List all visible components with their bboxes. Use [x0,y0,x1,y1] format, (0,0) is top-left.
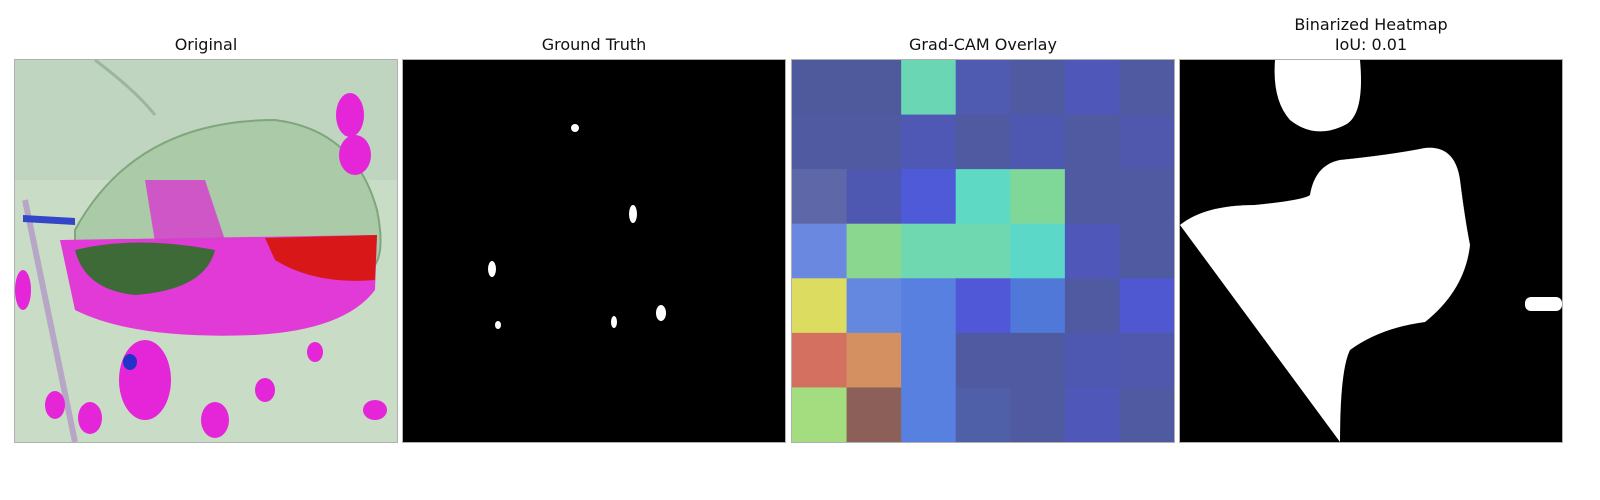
gradcam-cell [901,332,957,388]
gradcam-cell [955,223,1011,279]
gradcam-cell [955,387,1011,442]
gradcam-cell [1119,60,1174,116]
panel-title-binarized: Binarized Heatmap IoU: 0.01 [1179,10,1563,55]
gradcam-cell [846,60,902,116]
ground-truth-drawing [403,60,785,442]
gradcam-cell [1064,60,1120,116]
gradcam-cell [955,169,1011,225]
gradcam-cell [901,60,957,116]
panel-title-text: Original [174,35,238,54]
gradcam-cell [1119,278,1174,334]
gradcam-cell [901,114,957,170]
panel-title-original: Original [14,10,398,55]
gradcam-cell [792,387,848,442]
gradcam-cell [1064,169,1120,225]
gradcam-cell [846,114,902,170]
gradcam-cell [792,278,848,334]
gradcam-cell [1119,114,1174,170]
gradcam-cell [792,114,848,170]
panel-title-ground-truth: Ground Truth [402,10,786,55]
ground-truth-mask [402,59,786,443]
gradcam-cell [1010,60,1066,116]
gradcam-cell [1119,223,1174,279]
gradcam-cell [901,169,957,225]
gradcam-cell [901,278,957,334]
gradcam-cell [955,60,1011,116]
gradcam-cell [1119,332,1174,388]
gradcam-cell [1064,387,1120,442]
original-image [14,59,398,443]
original-image-drawing [15,60,397,442]
gradcam-cell [1010,223,1066,279]
gradcam-cell [1119,169,1174,225]
gradcam-cell [1010,332,1066,388]
gradcam-cell [1064,332,1120,388]
gradcam-cell [901,223,957,279]
gradcam-cell [955,332,1011,388]
gradcam-grid [792,60,1174,442]
gradcam-cell [792,223,848,279]
gradcam-cell [846,387,902,442]
gradcam-overlay [791,59,1175,443]
gradcam-cell [1010,387,1066,442]
gradcam-cell [1010,169,1066,225]
gradcam-cell [1119,387,1174,442]
gradcam-cell [846,223,902,279]
panel-title-gradcam: Grad-CAM Overlay [791,10,1175,55]
gradcam-cell [1064,114,1120,170]
gradcam-cell [1010,278,1066,334]
gradcam-cell [846,332,902,388]
gradcam-cell [1010,114,1066,170]
gradcam-cell [792,332,848,388]
gradcam-cell [955,278,1011,334]
gradcam-cell [792,60,848,116]
panel-title-text: Binarized Heatmap [1294,15,1448,34]
panel-title-text: Grad-CAM Overlay [909,35,1057,54]
gradcam-cell [1064,223,1120,279]
gradcam-cell [792,169,848,225]
gradcam-cell [1064,278,1120,334]
binarized-heatmap [1179,59,1563,443]
gradcam-cell [846,278,902,334]
iou-score: IoU: 0.01 [1334,35,1408,54]
gradcam-cell [901,387,957,442]
binarized-heatmap-drawing [1180,60,1562,442]
gradcam-cell [955,114,1011,170]
gradcam-cell [846,169,902,225]
panel-title-text: Ground Truth [541,35,647,54]
